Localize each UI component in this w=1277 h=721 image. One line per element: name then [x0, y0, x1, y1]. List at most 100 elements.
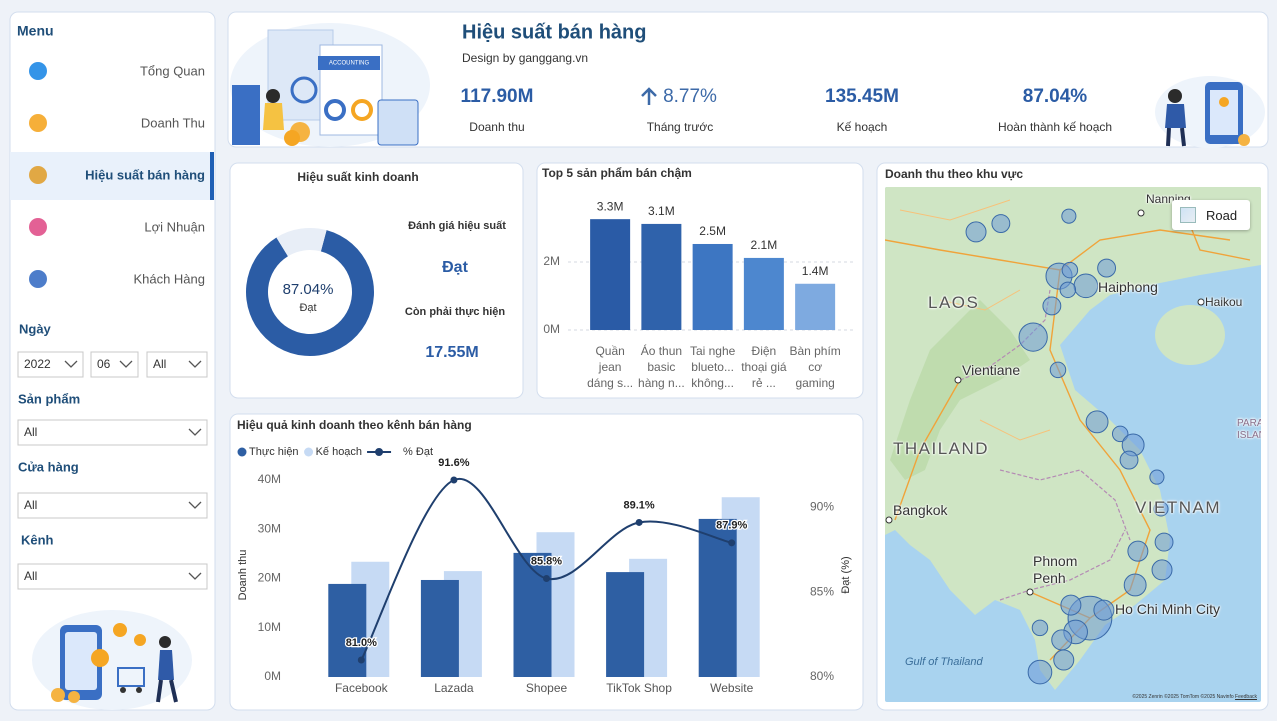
line — [360, 477, 732, 661]
legend-marker — [237, 447, 247, 457]
map-bubble — [1042, 296, 1062, 316]
line-marker — [728, 539, 736, 547]
map-bubble — [1154, 532, 1174, 552]
data-label: 2.1M — [751, 238, 778, 252]
map-style-label: Road — [1206, 207, 1238, 223]
kpi-label: Kế hoạch — [837, 120, 888, 134]
map-label: VIETNAM — [1135, 498, 1222, 517]
map-bubble — [1151, 559, 1173, 581]
menu-item[interactable]: Lợi Nhuận — [144, 219, 205, 234]
dropdown-chevron — [188, 501, 202, 509]
map-bubble — [965, 221, 987, 243]
map-labels: ©2025 Zenrin ©2025 TomTom ©2025 Navinfo … — [885, 187, 1261, 702]
menu-item[interactable]: Hiệu suất bán hàng — [85, 167, 205, 182]
kpi-label: Tháng trước — [647, 120, 714, 134]
kpi-value: 87.04% — [1023, 86, 1088, 107]
map-bubble — [1018, 322, 1048, 352]
chart-title: Hiệu suất kinh doanh — [297, 170, 418, 184]
map-bubble — [1061, 208, 1077, 224]
y-tick-label: 30M — [258, 521, 281, 535]
dropdown[interactable]: 2022 — [17, 351, 84, 378]
data-label: 81.0% — [346, 637, 377, 649]
menu-item[interactable]: Khách Hàng — [133, 271, 205, 286]
sidebar-illustration — [32, 610, 192, 710]
data-label: 1.4M — [802, 264, 829, 278]
header-illustration: ACCOUNTING — [230, 23, 430, 147]
menu-item[interactable]: Tổng Quan — [140, 63, 205, 78]
y-axis-title: Doanh thu — [237, 550, 249, 601]
feedback-link[interactable]: Feedback — [1235, 694, 1257, 700]
data-label: 87.9% — [716, 520, 747, 532]
bar — [590, 219, 631, 330]
y-tick-label: 2M — [543, 254, 560, 268]
filter-label: Cửa hàng — [18, 459, 79, 474]
legend-label: Kế hoạch — [316, 446, 362, 458]
menu-icon — [29, 166, 47, 184]
dropdown-chevron — [188, 572, 202, 580]
map-label: Ho Chi Minh City — [1115, 601, 1221, 617]
map-bubble — [991, 214, 1011, 233]
kpi-label: Hoàn thành kế hoạch — [998, 120, 1112, 134]
kpi-value: 8.77% — [663, 86, 717, 107]
x-tick-label: Bàn phím cơ gaming — [789, 344, 841, 390]
data-label: 89.1% — [623, 499, 654, 511]
dropdown-box — [90, 351, 139, 378]
map-label: Bangkok — [893, 502, 948, 518]
filter-label: Ngày — [19, 321, 52, 336]
data-label: 3.1M — [648, 204, 675, 218]
y-tick-label: 40M — [258, 472, 281, 486]
dropdown-box — [17, 351, 84, 378]
map-bubble — [1123, 573, 1147, 597]
dropdown[interactable]: 06 — [90, 351, 139, 378]
y2-tick-label: 90% — [810, 499, 834, 513]
map-bubble — [1059, 281, 1077, 299]
x-tick-label: Áo thun basic hàng n... — [638, 344, 685, 390]
x-tick-label: Quần jean dáng s... — [587, 344, 634, 390]
legend-label: % Đạt — [403, 446, 433, 458]
donut-segment — [245, 230, 375, 356]
x-tick-label: Shopee — [526, 681, 568, 695]
dropdown-chevron — [119, 360, 133, 368]
map-bubble — [1061, 261, 1079, 279]
kpi-value: 135.45M — [825, 86, 899, 107]
legend-marker — [304, 447, 314, 457]
menu-title: Menu — [17, 23, 54, 39]
rating-label: Đánh giá hiệu suất — [408, 220, 506, 232]
legend-marker — [375, 448, 384, 456]
menu-active-bar — [210, 152, 214, 200]
dropdown[interactable]: All — [146, 351, 208, 378]
data-label: 91.6% — [438, 457, 469, 469]
menu-item[interactable]: Doanh Thu — [141, 115, 205, 130]
donut-segment — [276, 228, 327, 257]
map-base — [885, 187, 1261, 702]
menu-icon — [29, 218, 47, 236]
donut-center-value: 87.04% — [283, 281, 334, 298]
y-tick-label: 10M — [258, 620, 281, 634]
map-label: Vientiane — [962, 362, 1021, 378]
map-bubble — [1127, 540, 1149, 562]
remaining: 17.55M — [425, 344, 478, 361]
dropdown-value: All — [153, 357, 166, 371]
y-tick-label: 20M — [258, 571, 281, 585]
bar — [513, 552, 552, 677]
map-bubble — [1031, 619, 1049, 637]
map-bubble — [1060, 594, 1082, 616]
dropdown[interactable]: All — [17, 563, 208, 590]
dropdown[interactable]: All — [17, 492, 208, 519]
donut-panel — [229, 162, 524, 399]
page-title: Hiệu suất bán hàng — [462, 21, 646, 43]
chart-title: Doanh thu theo khu vực — [885, 167, 1023, 181]
y-tick-label: 0M — [543, 322, 560, 336]
map-bubble — [1119, 450, 1139, 470]
map-bubble — [1027, 659, 1053, 685]
x-tick-label: Tai nghe blueto... không... — [689, 344, 736, 390]
chart-title: Hiệu quả kinh doanh theo kênh bán hàng — [237, 418, 472, 432]
map-style-button[interactable]: Road — [1172, 200, 1250, 230]
bar — [743, 257, 784, 330]
dropdown[interactable]: All — [17, 419, 208, 446]
line-marker — [357, 656, 365, 664]
dropdown-value: 06 — [97, 357, 111, 371]
map-bubbles — [965, 208, 1174, 685]
